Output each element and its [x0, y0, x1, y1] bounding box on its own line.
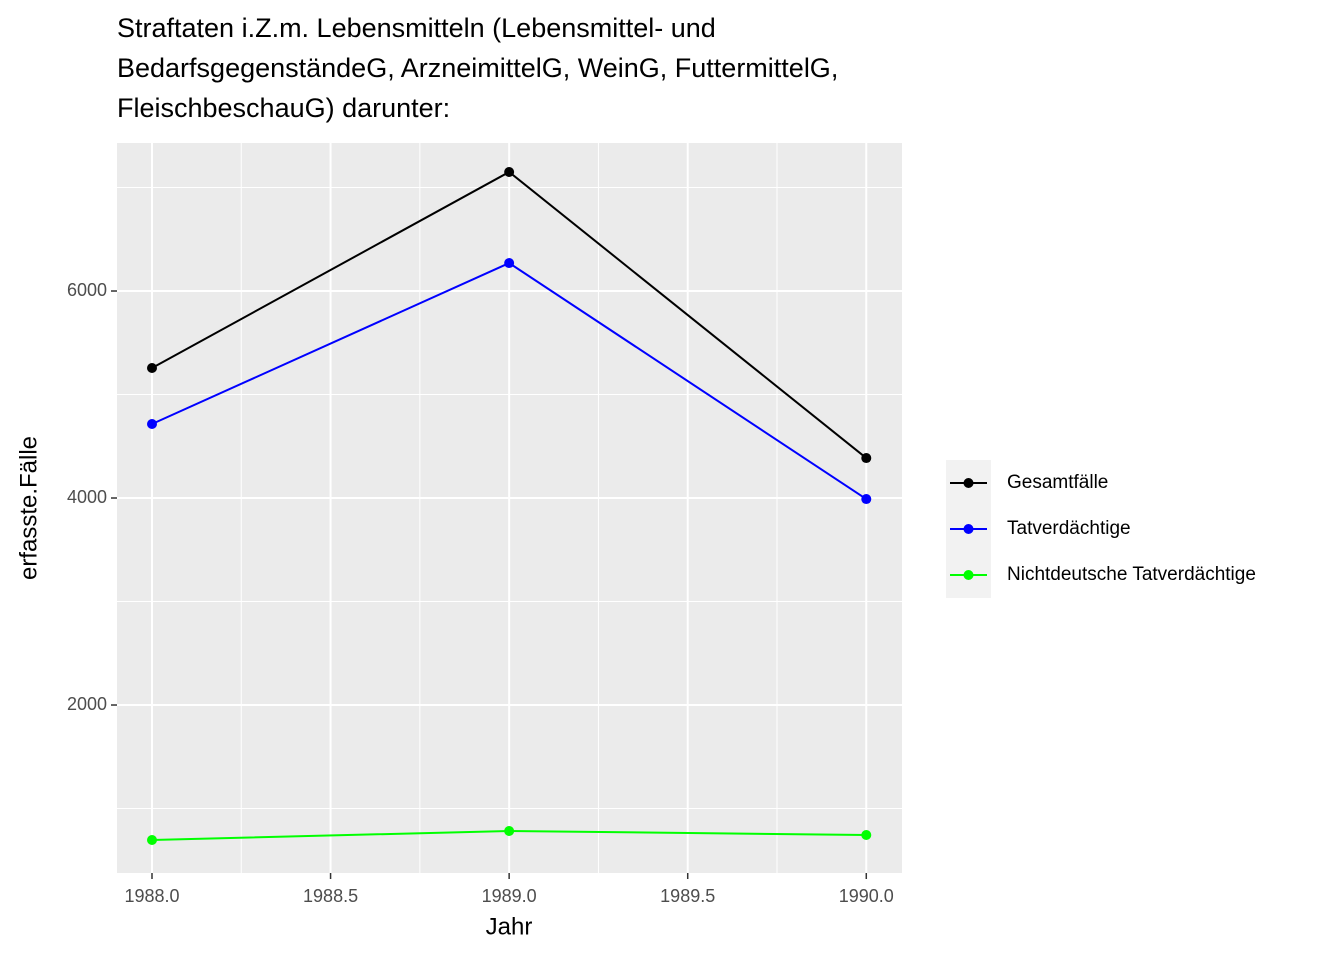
x-tick-label: 1988.5: [303, 886, 358, 906]
y-tick-label: 2000: [67, 694, 107, 714]
y-tick-label: 4000: [67, 487, 107, 507]
chart-title: Straftaten i.Z.m. Lebensmitteln (Lebensm…: [117, 13, 839, 123]
data-point: [504, 258, 515, 269]
y-tick-label: 6000: [67, 280, 107, 300]
data-point: [147, 834, 157, 845]
data-point: [861, 494, 872, 505]
legend-key-point: [963, 478, 974, 488]
data-point: [147, 419, 157, 430]
x-axis-label: Jahr: [486, 913, 533, 940]
x-tick-label: 1989.5: [660, 886, 715, 906]
data-point: [861, 453, 872, 464]
legend-key-point: [963, 524, 974, 534]
data-point: [504, 166, 515, 177]
x-tick-label: 1988.0: [124, 886, 179, 906]
y-axis-label: erfasste.Fälle: [15, 436, 42, 580]
data-point: [861, 830, 872, 841]
legend-label: Gesamtfälle: [1007, 472, 1108, 493]
data-point: [147, 363, 157, 374]
legend-label: Tatverdächtige: [1007, 518, 1131, 539]
legend-key-point: [963, 570, 974, 580]
x-tick-label: 1990.0: [839, 886, 894, 906]
x-tick-label: 1989.0: [482, 886, 537, 906]
legend-label: Nichtdeutsche Tatverdächtige: [1007, 564, 1256, 585]
data-point: [504, 825, 515, 836]
